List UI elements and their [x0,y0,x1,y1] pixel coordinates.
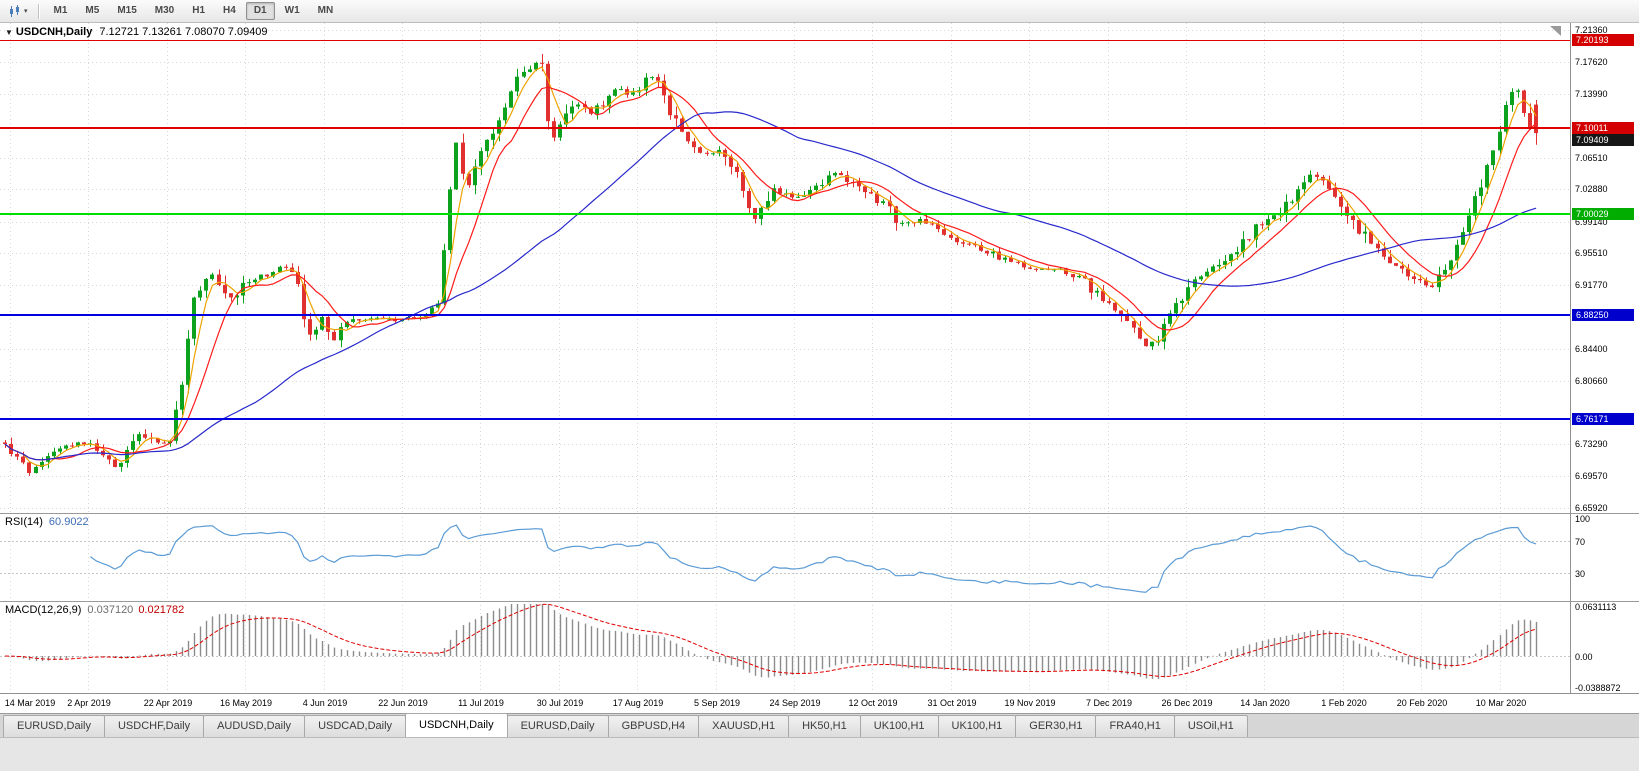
date-label: 10 Mar 2020 [1475,698,1527,708]
date-label: 31 Oct 2019 [927,698,977,708]
macd-tick: 0.00 [1575,652,1593,662]
timeframe-button-m1[interactable]: M1 [53,5,68,16]
macd-tick: -0.0388872 [1575,683,1621,693]
top-toolbar: ▾ M1 M5 M15 M30 H1 H4 D1 W1 MN [0,0,1639,23]
macd-label: MACD(12,26,9) 0.037120 0.021782 [5,604,184,616]
date-label: 14 Jan 2020 [1240,698,1290,708]
chart-shift-marker-icon[interactable] [1550,26,1561,36]
price-tick: 6.73290 [1575,439,1608,449]
macd-tick: 0.0631113 [1575,602,1617,612]
timeframe-button-m5[interactable]: M5 [85,5,100,16]
date-label: 22 Jun 2019 [378,698,428,708]
chart-tab-bar: EURUSD,Daily USDCHF,Daily AUDUSD,Daily USDC… [0,713,1639,737]
chart-tab-1[interactable]: USDCHF,Daily [103,715,205,737]
rsi-axis[interactable]: 100 70 30 [1570,513,1639,601]
price-badge: 7.10011 [1572,122,1634,134]
timeframe-button-d1[interactable]: D1 [245,2,275,20]
price-tick: 7.17620 [1575,57,1608,67]
timeframe-button-h4[interactable]: H4 [223,5,236,16]
date-label: 26 Dec 2019 [1161,698,1213,708]
chart-tab-7[interactable]: XAUUSD,H1 [698,715,790,737]
chart-window: 7.21360 7.17620 7.13990 7.06510 7.02880 6.991… [0,23,1639,713]
timeframe-button-m15[interactable]: M15 [117,5,137,16]
price-badge: 7.20193 [1572,34,1634,46]
chart-tab-6[interactable]: GBPUSD,H4 [607,715,700,737]
chart-tab-8[interactable]: HK50,H1 [788,715,861,737]
price-badge: 7.09409 [1572,134,1634,146]
toolbar-separator [37,3,39,19]
price-tick: 6.80660 [1575,376,1608,386]
date-label: 14 Mar 2019 [4,698,56,708]
chart-tab-3[interactable]: USDCAD,Daily [304,715,407,737]
price-tick: 6.65920 [1575,503,1608,513]
symbol-dropdown-icon[interactable]: ▼ [5,28,13,37]
date-label: 20 Feb 2020 [1396,698,1448,708]
rsi-tick: 30 [1575,569,1586,579]
date-label: 30 Jul 2019 [536,698,584,708]
rsi-tick: 70 [1575,537,1586,547]
price-tick: 6.91770 [1575,280,1608,290]
price-axis[interactable]: 7.21360 7.17620 7.13990 7.06510 7.02880 6.991… [1570,23,1639,513]
price-tick: 6.95510 [1575,248,1608,258]
date-label: 19 Nov 2019 [1004,698,1056,708]
date-label: 7 Dec 2019 [1085,698,1133,708]
macd-axis[interactable]: 0.0631113 0.00 -0.0388872 [1570,601,1639,693]
price-badge: 6.88250 [1572,309,1634,321]
main-chart-canvas[interactable] [0,23,1570,513]
chart-tab-11[interactable]: GER30,H1 [1015,715,1097,737]
timeframe-buttons: M1 M5 M15 M30 H1 H4 D1 W1 MN [45,2,343,20]
date-axis[interactable]: 14 Mar 2019 2 Apr 2019 22 Apr 2019 16 May 2… [0,693,1639,713]
price-badge: 6.76171 [1572,413,1634,425]
date-label: 2 Apr 2019 [67,698,111,708]
date-label: 11 Jul 2019 [458,698,504,708]
date-label: 22 Apr 2019 [143,698,193,708]
timeframe-button-mn[interactable]: MN [317,5,334,16]
timeframe-button-h1[interactable]: H1 [192,5,206,16]
price-tick: 7.02880 [1575,184,1608,194]
date-label: 1 Feb 2020 [1321,698,1367,708]
chart-tab-9[interactable]: UK100,H1 [859,715,939,737]
rsi-indicator-name: RSI(14) [5,516,43,528]
price-tick: 7.06510 [1575,153,1608,163]
price-tick: 7.21360 [1575,25,1608,35]
rsi-label: RSI(14) 60.9022 [5,516,89,528]
price-badge: 7.00029 [1572,208,1634,220]
date-label: 5 Sep 2019 [693,698,741,708]
rsi-current-value: 60.9022 [48,516,89,528]
chart-tab-12[interactable]: FRA40,H1 [1095,715,1175,737]
macd-hist-value: 0.037120 [87,604,134,616]
status-bar [0,737,1639,771]
price-tick: 6.99140 [1575,217,1608,227]
date-label: 12 Oct 2019 [848,698,898,708]
chart-tab-10[interactable]: UK100,H1 [937,715,1017,737]
date-label: 24 Sep 2019 [769,698,821,708]
macd-panel[interactable] [0,601,1570,693]
chart-type-button[interactable]: ▾ [4,3,32,20]
chart-title-symbol: USDCNH,Daily [15,26,93,38]
chart-title: ▼ USDCNH,Daily 7.12721 7.13261 7.08070 7.0… [5,26,268,38]
macd-indicator-name: MACD(12,26,9) [5,604,82,616]
date-label: 4 Jun 2019 [302,698,348,708]
candlestick-chart-icon [10,4,19,17]
price-tick: 6.84400 [1575,344,1608,354]
price-tick: 6.69570 [1575,471,1608,481]
date-label: 16 May 2019 [219,698,273,708]
chart-tab-4[interactable]: USDCNH,Daily [405,713,508,737]
chart-title-ohlc: 7.12721 7.13261 7.08070 7.09409 [99,26,268,38]
date-label: 17 Aug 2019 [612,698,664,708]
rsi-tick: 100 [1575,514,1591,524]
price-tick: 7.13990 [1575,89,1608,99]
chart-tab-0[interactable]: EURUSD,Daily [3,715,105,737]
timeframe-button-w1[interactable]: W1 [284,5,300,16]
macd-signal-value: 0.021782 [138,604,185,616]
timeframe-button-m30[interactable]: M30 [154,5,175,16]
rsi-panel[interactable] [0,513,1570,601]
chart-tab-5[interactable]: EURUSD,Daily [506,715,609,737]
chart-tab-2[interactable]: AUDUSD,Daily [203,715,306,737]
chevron-down-icon: ▾ [24,8,28,15]
chart-tab-13[interactable]: USOil,H1 [1173,715,1248,737]
